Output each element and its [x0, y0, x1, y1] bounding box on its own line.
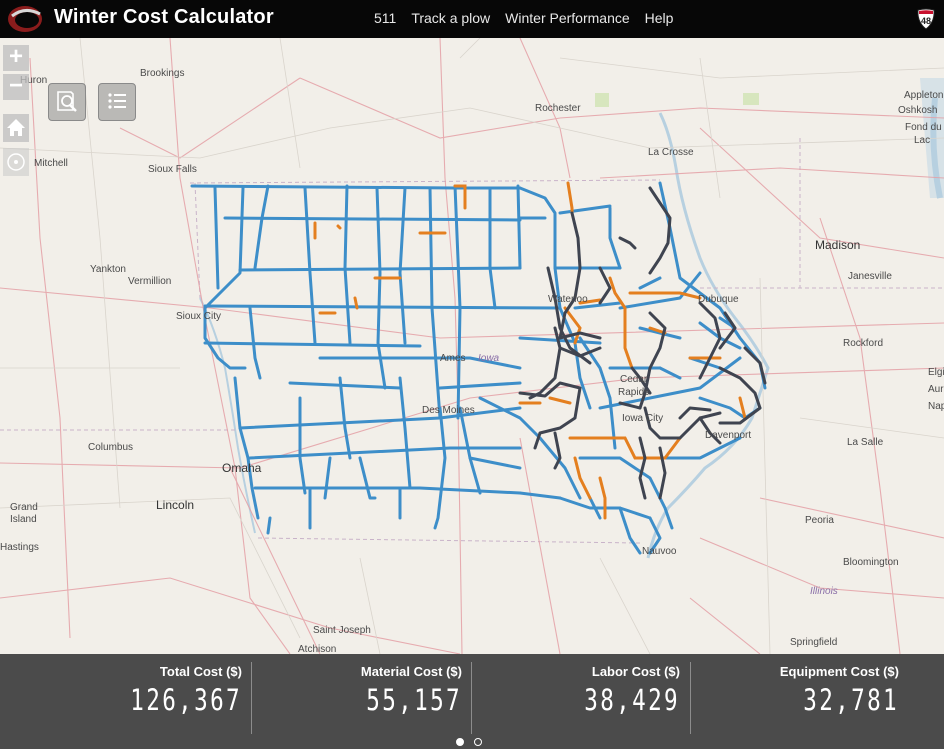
- map-search-icon: [57, 91, 77, 112]
- labor-cost-stat: Labor Cost ($) 38,429: [480, 664, 680, 717]
- interstate-shield-icon[interactable]: 48: [916, 8, 936, 30]
- label-naperville: Nap: [928, 401, 944, 412]
- label-oshkosh: Oshkosh: [898, 105, 937, 116]
- label-elgin: Elgi: [928, 367, 944, 378]
- label-des-moines: Des Moines: [422, 405, 475, 416]
- nav-track-a-plow[interactable]: Track a plow: [411, 10, 491, 26]
- total-cost-stat: Total Cost ($) 126,367: [42, 664, 242, 717]
- divider: [690, 662, 691, 734]
- divider: [471, 662, 472, 734]
- label-appleton: Appleton: [904, 90, 943, 101]
- material-cost-stat: Material Cost ($) 55,157: [262, 664, 462, 717]
- label-sioux-falls: Sioux Falls: [148, 164, 197, 175]
- equipment-cost-value: 32,781: [803, 683, 899, 717]
- app-header: Winter Cost Calculator 511 Track a plow …: [0, 0, 944, 38]
- label-iowa: Iowa: [478, 353, 500, 364]
- label-sioux-city: Sioux City: [176, 311, 221, 322]
- map-search-tool-button[interactable]: [48, 83, 86, 121]
- nav-help[interactable]: Help: [644, 10, 674, 26]
- label-vermillion: Vermillion: [128, 276, 171, 287]
- label-la-salle: La Salle: [847, 437, 884, 448]
- label-janesville: Janesville: [848, 271, 892, 282]
- labor-cost-label: Labor Cost ($): [591, 664, 680, 679]
- label-madison: Madison: [815, 238, 860, 252]
- layer-list-button[interactable]: [98, 83, 136, 121]
- list-icon: [108, 93, 126, 109]
- pager-dot-2[interactable]: [474, 738, 482, 746]
- labor-cost-value: 38,429: [584, 683, 680, 717]
- label-atchison: Atchison: [298, 644, 336, 654]
- map-view[interactable]: Huron Brookings Mitchell Sioux Falls Yan…: [0, 38, 944, 654]
- road-network-high: [313, 181, 747, 520]
- label-davenport: Davenport: [705, 430, 751, 441]
- label-hastings: Hastings: [0, 542, 39, 553]
- label-springfield: Springfield: [790, 637, 837, 648]
- label-yankton: Yankton: [90, 264, 126, 275]
- map-canvas[interactable]: Huron Brookings Mitchell Sioux Falls Yan…: [0, 38, 944, 654]
- total-cost-label: Total Cost ($): [159, 664, 242, 679]
- road-network-very-high: [518, 186, 767, 500]
- label-huron: Huron: [20, 75, 47, 86]
- label-lincoln: Lincoln: [156, 498, 194, 512]
- label-brookings: Brookings: [140, 68, 184, 79]
- label-bloomington: Bloomington: [843, 557, 899, 568]
- label-rapids: Rapids: [618, 387, 649, 398]
- map-labels: Huron Brookings Mitchell Sioux Falls Yan…: [0, 68, 944, 654]
- shield-number: 48: [921, 16, 931, 26]
- label-lac: Lac: [914, 135, 930, 146]
- equipment-cost-label: Equipment Cost ($): [779, 664, 899, 679]
- top-nav: 511 Track a plow Winter Performance Help: [374, 10, 673, 26]
- label-rockford: Rockford: [843, 338, 883, 349]
- locate-button[interactable]: [3, 148, 29, 176]
- cost-summary-panel: Total Cost ($) 126,367 Material Cost ($)…: [0, 654, 944, 749]
- label-nauvoo: Nauvoo: [642, 546, 677, 557]
- label-peoria: Peoria: [805, 515, 834, 526]
- nav-winter-performance[interactable]: Winter Performance: [505, 10, 630, 26]
- label-saint-joseph: Saint Joseph: [313, 625, 371, 636]
- nav-511[interactable]: 511: [374, 10, 397, 26]
- zoom-out-button[interactable]: −: [3, 74, 29, 100]
- logo-icon: [8, 6, 42, 32]
- pager-dot-1[interactable]: [456, 738, 464, 746]
- label-illinois: Illinois: [810, 586, 838, 597]
- pager-dots: [456, 738, 482, 746]
- app-title: Winter Cost Calculator: [54, 6, 274, 28]
- zoom-in-button[interactable]: +: [3, 45, 29, 71]
- label-island: Island: [10, 514, 37, 525]
- material-cost-label: Material Cost ($): [360, 664, 462, 679]
- label-la-crosse: La Crosse: [648, 147, 694, 158]
- label-omaha: Omaha: [222, 461, 262, 475]
- label-ames: Ames: [440, 353, 466, 364]
- material-cost-value: 55,157: [366, 683, 462, 717]
- label-iowa-city: Iowa City: [622, 413, 663, 424]
- locate-icon: [7, 153, 25, 171]
- equipment-cost-stat: Equipment Cost ($) 32,781: [699, 664, 899, 717]
- label-fond-du: Fond du: [905, 122, 942, 133]
- label-cedar: Cedar: [620, 374, 648, 385]
- label-grand: Grand: [10, 502, 38, 513]
- home-button[interactable]: [3, 114, 29, 142]
- label-waterloo: Waterloo: [548, 294, 588, 305]
- label-mitchell: Mitchell: [34, 158, 68, 169]
- label-dubuque: Dubuque: [698, 294, 739, 305]
- label-rochester: Rochester: [535, 103, 581, 114]
- divider: [251, 662, 252, 734]
- total-cost-value: 126,367: [130, 683, 242, 717]
- label-columbus: Columbus: [88, 442, 133, 453]
- label-aurora: Aur: [928, 384, 944, 395]
- home-icon: [7, 119, 25, 136]
